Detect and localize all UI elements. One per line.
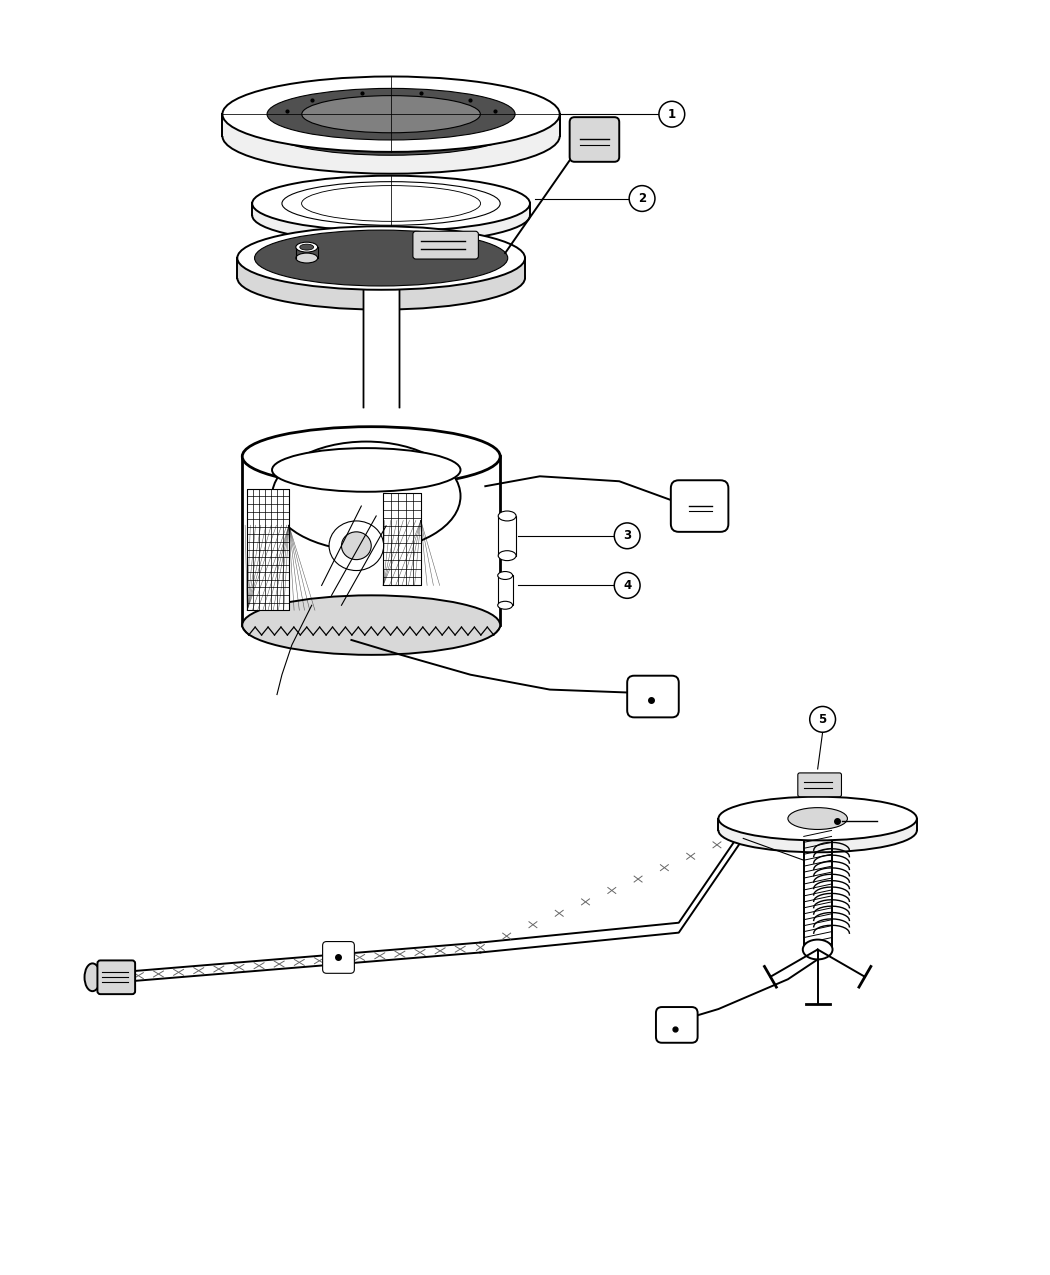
Bar [498, 575, 513, 606]
Ellipse shape [254, 230, 508, 286]
Bar [383, 492, 421, 585]
Text: 2: 2 [638, 193, 646, 205]
Ellipse shape [237, 246, 525, 310]
FancyBboxPatch shape [798, 773, 841, 797]
Ellipse shape [329, 521, 383, 570]
FancyBboxPatch shape [656, 1007, 697, 1043]
Ellipse shape [223, 98, 560, 173]
Ellipse shape [498, 551, 516, 561]
Ellipse shape [272, 448, 461, 492]
Ellipse shape [237, 226, 525, 289]
Ellipse shape [718, 797, 917, 840]
Ellipse shape [223, 76, 560, 152]
Bar [498, 516, 516, 556]
Ellipse shape [272, 441, 461, 551]
Ellipse shape [243, 595, 500, 655]
Bar [243, 456, 500, 625]
Circle shape [659, 101, 685, 128]
Text: 4: 4 [623, 579, 631, 592]
Ellipse shape [296, 242, 318, 252]
Ellipse shape [341, 532, 372, 560]
Ellipse shape [498, 571, 512, 579]
Ellipse shape [498, 602, 512, 609]
FancyBboxPatch shape [671, 481, 729, 532]
Ellipse shape [252, 176, 530, 231]
FancyBboxPatch shape [570, 117, 620, 162]
Bar [237, 258, 525, 278]
Ellipse shape [267, 103, 516, 156]
Ellipse shape [243, 427, 500, 486]
Circle shape [810, 706, 836, 732]
Ellipse shape [498, 511, 516, 521]
Ellipse shape [803, 940, 833, 959]
Text: 3: 3 [623, 529, 631, 542]
Circle shape [629, 186, 655, 212]
Bar [247, 488, 289, 611]
Ellipse shape [301, 96, 480, 133]
Bar [718, 819, 917, 830]
Ellipse shape [267, 88, 516, 140]
Ellipse shape [296, 252, 318, 263]
Circle shape [614, 523, 640, 548]
Bar [363, 278, 399, 407]
Ellipse shape [252, 187, 530, 244]
Ellipse shape [300, 244, 314, 250]
Ellipse shape [282, 181, 500, 226]
Ellipse shape [788, 807, 847, 830]
Text: 5: 5 [819, 713, 826, 725]
Bar [223, 115, 560, 136]
Ellipse shape [718, 808, 917, 852]
Bar [252, 204, 530, 215]
Ellipse shape [84, 964, 101, 991]
FancyBboxPatch shape [322, 941, 354, 973]
Text: 1: 1 [668, 107, 676, 121]
FancyBboxPatch shape [627, 676, 678, 718]
FancyBboxPatch shape [413, 231, 479, 259]
FancyBboxPatch shape [98, 960, 135, 995]
Circle shape [614, 572, 640, 598]
Ellipse shape [301, 186, 481, 222]
